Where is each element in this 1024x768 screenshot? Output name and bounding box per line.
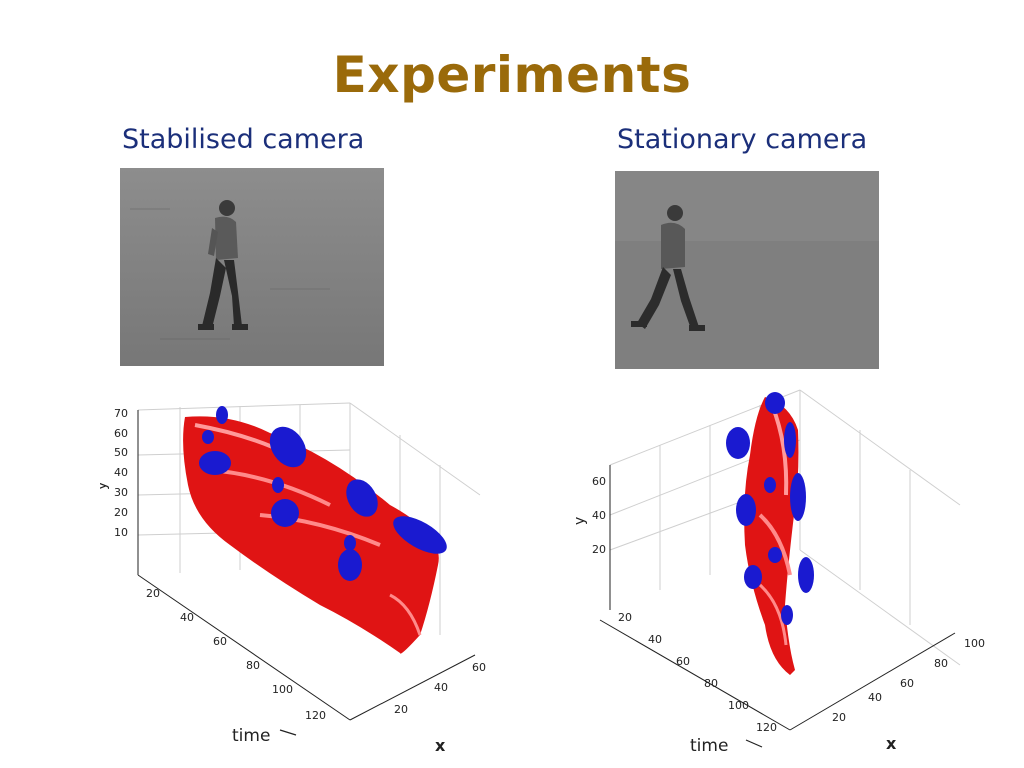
stabilised-camera-frame (120, 168, 384, 366)
slide-title: Experiments (332, 46, 692, 104)
y-tick-labels: 60 40 20 (592, 475, 606, 556)
svg-text:40: 40 (592, 509, 606, 522)
y-axis-label: y (572, 517, 588, 525)
time-tick-labels: 20 40 60 80 100 120 (618, 611, 777, 734)
svg-text:10: 10 (114, 526, 128, 539)
svg-text:120: 120 (756, 721, 777, 734)
svg-text:80: 80 (934, 657, 948, 670)
svg-text:20: 20 (592, 543, 606, 556)
axes (137, 410, 476, 721)
time-axis-label: time (232, 726, 270, 746)
svg-text:40: 40 (868, 691, 882, 704)
svg-text:40: 40 (648, 633, 662, 646)
svg-text:120: 120 (305, 709, 326, 722)
red-surface (744, 397, 799, 675)
blue-ellipsoids (199, 406, 447, 581)
svg-text:100: 100 (728, 699, 749, 712)
svg-text:40: 40 (114, 466, 128, 479)
right-spacetime-plot: 60 40 20 y 20 40 60 80 100 120 time 20 4… (560, 385, 1000, 760)
svg-text:20: 20 (618, 611, 632, 624)
svg-text:80: 80 (704, 677, 718, 690)
axes (599, 465, 956, 731)
svg-text:20: 20 (832, 711, 846, 724)
svg-text:50: 50 (114, 446, 128, 459)
x-tick-labels: 20 40 60 (394, 661, 486, 716)
right-caption: Stationary camera (617, 124, 868, 155)
person-figure (198, 200, 248, 330)
time-axis-label: time (690, 736, 728, 756)
left-spacetime-plot: 70 60 50 40 30 20 10 y 20 40 60 80 100 1… (94, 395, 500, 760)
svg-text:70: 70 (114, 407, 128, 420)
svg-text:100: 100 (964, 637, 985, 650)
svg-text:30: 30 (114, 486, 128, 499)
svg-text:20: 20 (146, 587, 160, 600)
x-axis-label: x (435, 736, 446, 755)
y-axis-label: y (100, 482, 110, 490)
svg-text:20: 20 (394, 703, 408, 716)
x-tick-labels: 20 40 60 80 100 (832, 637, 985, 724)
stationary-camera-frame (615, 171, 879, 369)
svg-text:60: 60 (472, 661, 486, 674)
person-figure (631, 205, 705, 331)
svg-text:20: 20 (114, 506, 128, 519)
x-axis-label: x (886, 734, 897, 753)
svg-text:100: 100 (272, 683, 293, 696)
svg-text:60: 60 (676, 655, 690, 668)
y-tick-labels: 70 60 50 40 30 20 10 (114, 407, 128, 539)
blue-ellipsoids (726, 392, 814, 625)
svg-text:80: 80 (246, 659, 260, 672)
left-caption: Stabilised camera (122, 124, 365, 155)
svg-text:60: 60 (114, 427, 128, 440)
svg-text:60: 60 (213, 635, 227, 648)
svg-text:60: 60 (592, 475, 606, 488)
svg-text:40: 40 (180, 611, 194, 624)
svg-text:60: 60 (900, 677, 914, 690)
svg-text:40: 40 (434, 681, 448, 694)
time-tick-labels: 20 40 60 80 100 120 (146, 587, 326, 722)
